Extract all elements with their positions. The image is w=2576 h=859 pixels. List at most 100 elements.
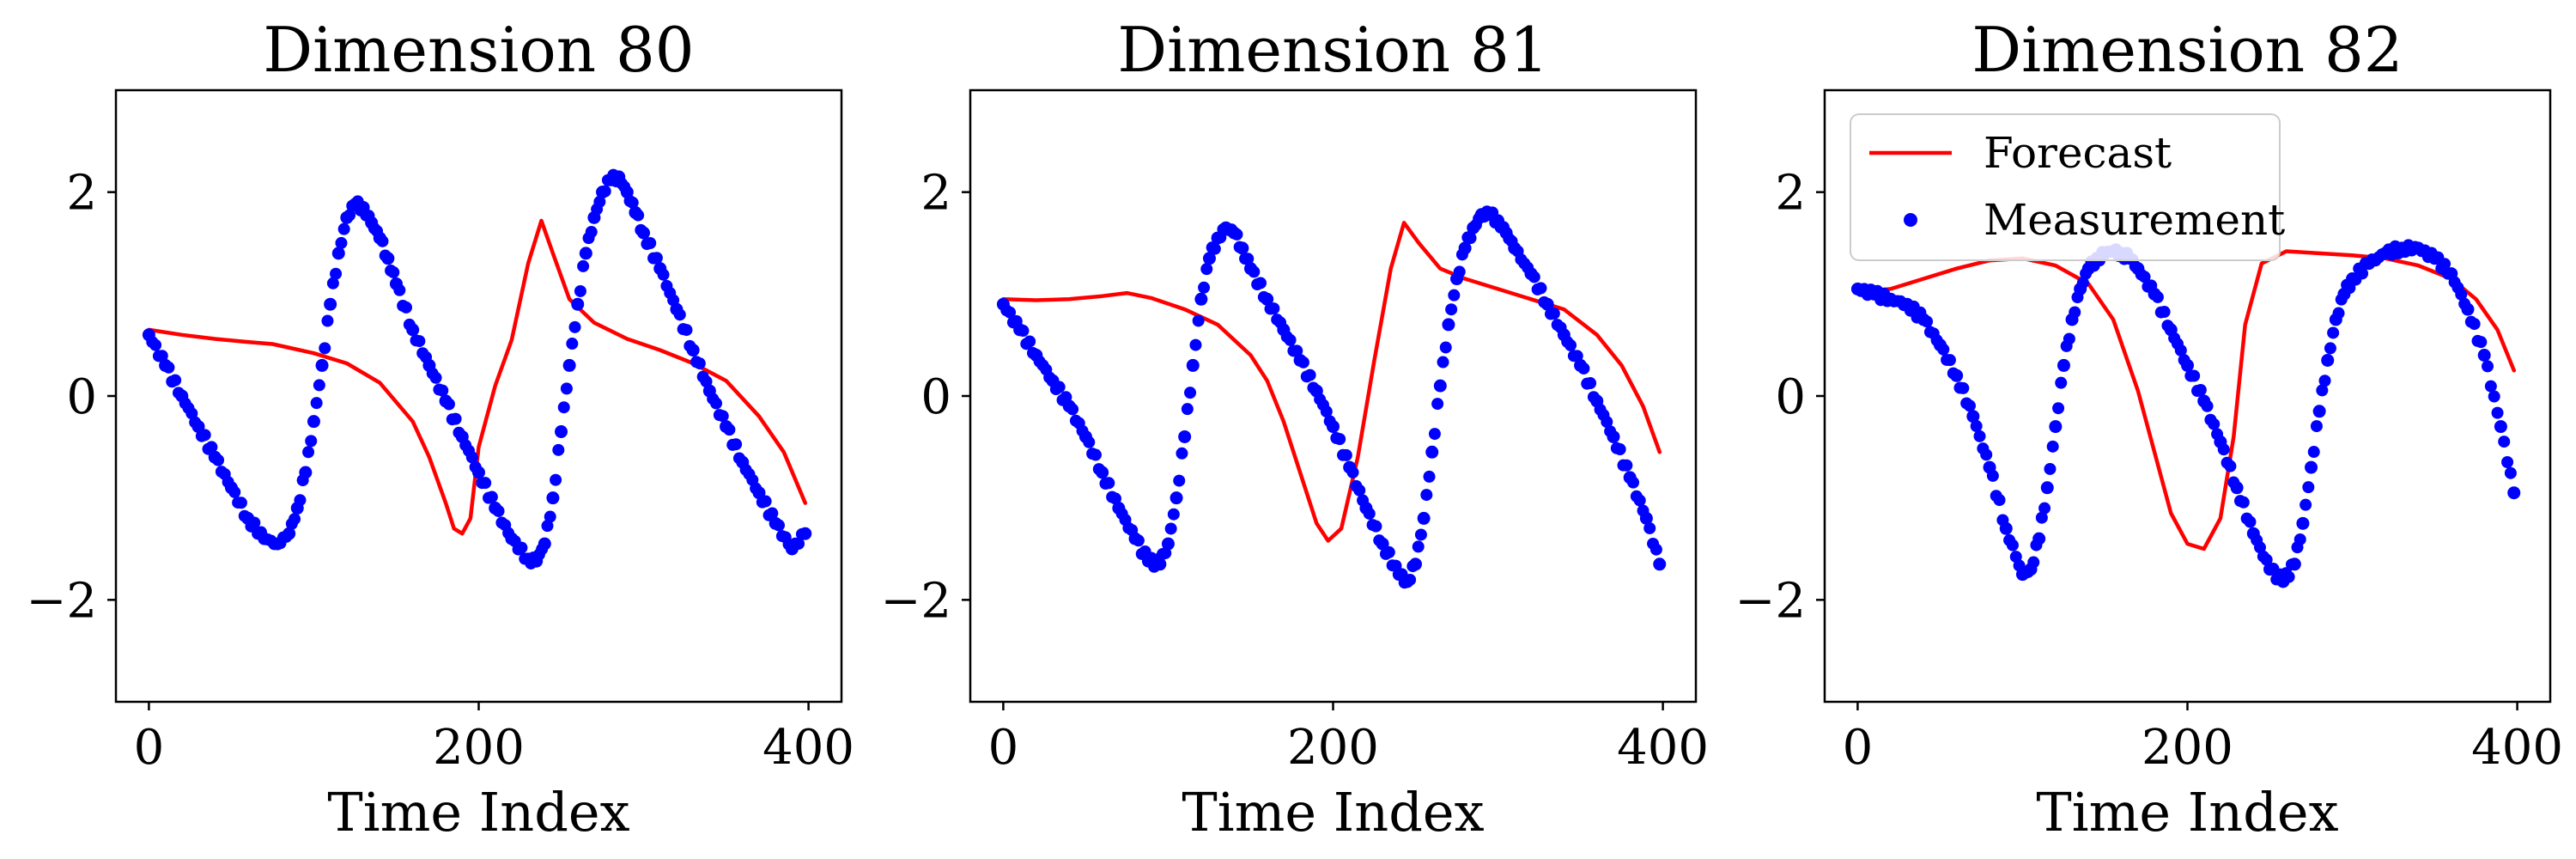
measurement-point xyxy=(1126,524,1139,537)
legend-label: Measurement xyxy=(1984,195,2285,245)
measurement-point xyxy=(750,482,762,495)
measurement-point xyxy=(1202,252,1216,265)
measurement-point xyxy=(1373,534,1386,547)
measurement-point xyxy=(2324,342,2336,355)
measurement-point xyxy=(205,441,218,454)
measurement-point xyxy=(436,384,449,397)
measurement-point xyxy=(2327,326,2340,339)
measurement-point xyxy=(1089,448,1102,461)
measurement-point xyxy=(1346,466,1359,478)
measurement-point xyxy=(1242,253,1255,265)
measurement-point xyxy=(1406,560,1419,573)
measurement-point xyxy=(1178,430,1192,443)
measurement-point xyxy=(2076,277,2089,289)
measurement-point xyxy=(453,426,465,439)
measurement-point xyxy=(1980,448,1993,461)
measurement-point xyxy=(1993,494,2006,507)
measurement-point xyxy=(2178,354,2190,367)
measurement-point xyxy=(1043,371,1056,384)
measurement-point xyxy=(1584,377,1597,390)
measurement-point xyxy=(2158,306,2171,319)
measurement-point xyxy=(2044,462,2057,475)
measurement-point xyxy=(560,382,573,395)
measurement-point xyxy=(635,223,647,236)
measurement-point xyxy=(222,476,234,489)
measurement-point xyxy=(1442,318,1455,332)
measurement-point xyxy=(2455,288,2468,301)
measurement-point xyxy=(650,252,663,265)
measurement-point xyxy=(1083,436,1096,448)
measurement-point xyxy=(618,180,631,193)
measurement-point xyxy=(716,410,729,423)
measurement-point xyxy=(2468,318,2481,331)
measurement-point xyxy=(296,474,309,487)
measurement-point xyxy=(1943,354,1956,367)
measurement-point xyxy=(2282,570,2295,583)
measurement-point xyxy=(1186,358,1200,372)
measurement-point xyxy=(1445,303,1458,316)
measurement-point xyxy=(155,350,168,362)
measurement-point xyxy=(1303,369,1316,381)
measurement-point xyxy=(326,277,339,289)
forecast-line xyxy=(1856,249,2517,551)
measurement-point xyxy=(1320,405,1333,418)
measurement-point xyxy=(1431,398,1444,411)
measurement-point xyxy=(1248,265,1261,278)
measurement-point xyxy=(1947,367,1959,380)
measurement-point xyxy=(313,379,325,392)
measurement-point xyxy=(2312,405,2326,418)
measurement-point xyxy=(2498,436,2511,448)
measurement-point xyxy=(2145,279,2158,292)
measurement-point xyxy=(2049,420,2063,434)
measurement-point xyxy=(1353,484,1366,497)
measurement-point xyxy=(1274,316,1287,329)
forecast-line xyxy=(147,218,808,536)
measurement-point xyxy=(2129,260,2142,273)
measurement-point xyxy=(667,294,680,307)
measurement-point xyxy=(1404,573,1417,586)
x-tick-label: 200 xyxy=(2142,720,2233,776)
measurement-point xyxy=(2307,446,2320,459)
measurement-point xyxy=(1024,335,1036,348)
measurement-point xyxy=(793,537,805,550)
measurement-point xyxy=(2052,402,2065,415)
measurement-point xyxy=(1921,315,1934,328)
measurement-point xyxy=(2006,539,2019,551)
measurement-point xyxy=(683,339,696,352)
measurement-point xyxy=(442,398,455,411)
measurement-point xyxy=(169,374,182,387)
forecast-line xyxy=(1001,221,1662,543)
measurement-point xyxy=(289,513,301,526)
measurement-point xyxy=(310,397,323,410)
measurement-point xyxy=(1627,476,1640,489)
measurement-point xyxy=(1192,314,1205,327)
measurement-point xyxy=(585,225,598,238)
measurement-point xyxy=(2285,558,2298,571)
measurement-point xyxy=(1176,447,1188,460)
measurement-point xyxy=(1357,494,1370,507)
measurement-point xyxy=(362,210,375,222)
measurement-point xyxy=(2300,498,2312,511)
measurement-point xyxy=(577,259,590,272)
measurement-point xyxy=(2027,556,2040,569)
x-axis-label: Time Index xyxy=(327,781,629,844)
measurement-point xyxy=(1577,362,1590,375)
x-tick-label: 400 xyxy=(1617,720,1709,776)
measurement-point xyxy=(149,338,162,351)
measurement-point xyxy=(321,314,334,327)
measurement-point xyxy=(1307,381,1320,394)
measurement-point xyxy=(324,297,337,311)
measurement-point xyxy=(1109,492,1121,505)
measurement-point xyxy=(331,247,345,260)
measurement-point xyxy=(1564,338,1577,351)
measurement-point xyxy=(1973,430,1986,442)
measurement-point xyxy=(541,520,554,533)
measurement-point xyxy=(162,361,175,374)
measurement-point xyxy=(632,209,645,222)
measurement-point xyxy=(376,235,389,247)
measurement-point xyxy=(189,416,202,429)
measurement-point xyxy=(1439,341,1452,354)
measurement-point xyxy=(1323,415,1336,428)
measurement-point xyxy=(773,519,786,532)
measurement-point xyxy=(2302,481,2315,494)
